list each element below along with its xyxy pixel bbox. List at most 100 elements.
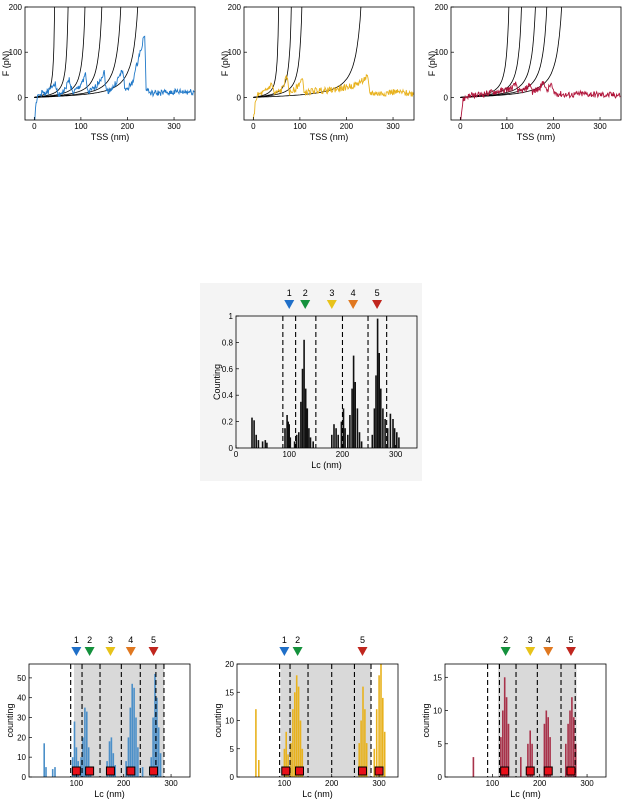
marker-triangle [372,300,383,309]
histogram-bar [529,730,531,777]
histogram-bar [131,683,133,777]
histogram-bar [545,710,548,777]
y-axis-label: Counting [212,364,222,400]
histogram-bar [384,419,386,448]
y-tick-label: 0 [438,773,443,782]
x-tick-label: 200 [121,122,135,131]
force-trace [34,35,195,120]
marker-number: 2 [303,288,308,298]
marker-triangle [525,647,536,656]
histogram-bar [365,743,368,777]
histogram-bar [398,437,400,448]
marker-triangle [300,300,311,309]
histogram-bar [264,440,267,448]
x-tick-label: 0 [32,122,37,131]
histogram-bar [159,753,162,777]
wlc-fit-curve [34,7,55,98]
histogram-bar [349,415,351,448]
y-tick-label: 0.6 [222,365,234,374]
histogram-bar [371,434,374,448]
y-tick-label: 0 [444,93,449,102]
histogram-bar [283,748,286,778]
histogram-bar [87,747,90,777]
histogram-bar [45,767,47,777]
marker-triangle [279,647,290,656]
histogram-bar [360,441,363,448]
wlc-fit-curve [460,7,510,98]
marker-number: 2 [87,635,92,645]
x-tick-label: 300 [389,450,403,459]
axes-frame [444,663,607,778]
marker-triangle [84,647,95,656]
y-tick-label: 0 [18,93,23,102]
x-axis-label: Lc (nm) [311,460,342,470]
marker-number: 5 [360,635,365,645]
histogram-bar [300,401,302,448]
histogram-bar [156,697,158,777]
peak-marker-square [566,766,576,776]
histogram-bar [112,753,115,777]
x-axis-label: Lc (nm) [94,789,125,799]
histogram-bar [157,727,160,777]
histogram-bar [110,737,113,777]
y-axis-label: F (pN) [427,51,437,77]
axes-frame [235,315,418,449]
force-trace [252,73,414,120]
histogram-bar [297,686,300,777]
histogram-bar [527,743,529,777]
marker-number: 5 [151,635,156,645]
y-tick-label: 40 [17,694,26,703]
marker-number: 3 [329,288,334,298]
histogram-bar [295,434,298,448]
histogram-bar [378,353,380,448]
histogram-bar [389,413,392,448]
wlc-fit-curve [253,7,303,98]
histogram-bar [565,743,567,777]
marker-number: 5 [375,288,380,298]
shaded-region [280,664,372,777]
peak-marker-square [105,766,115,776]
peak-marker-square [126,766,136,776]
y-axis-label: counting [5,703,15,737]
peak-marker-square [525,766,535,776]
marker-number: 4 [128,635,133,645]
peak-marker-square [357,766,367,776]
histogram-bar [258,760,260,777]
histogram-bar [295,675,298,777]
peak-marker-square [295,766,305,776]
histogram-bar [43,743,45,777]
histogram-bar [356,408,359,448]
histogram-bar [382,697,384,777]
peak-marker-square [500,766,510,776]
histogram-bar [358,432,361,448]
y-tick-label: 0 [229,444,234,453]
axes-frame [28,663,191,778]
x-tick-label: 0 [234,450,239,459]
histogram-bar [293,441,296,448]
histogram-bar [340,421,343,448]
histogram-bar [299,720,302,777]
histogram-bar [358,743,360,777]
histogram-bar [393,428,396,448]
histogram-bar [352,355,355,448]
histogram-bar [287,754,289,777]
x-tick-label: 300 [164,779,178,788]
x-axis-label: TSS (nm) [310,132,349,142]
y-tick-label: 100 [228,48,242,57]
x-tick-label: 300 [580,779,594,788]
histogram-bar [303,339,305,448]
histogram-bar [573,717,575,777]
axes-frame [24,6,196,121]
histogram-bar [261,441,264,448]
histogram-bar [386,428,389,448]
histogram-bar [380,388,382,448]
x-axis-label: TSS (nm) [91,132,130,142]
histogram-bar [292,709,294,777]
y-tick-label: 5 [438,740,443,749]
x-axis-label: TSS (nm) [517,132,556,142]
y-tick-label: 200 [228,3,242,12]
histogram-bar [383,731,386,777]
histogram-bar [380,664,382,777]
histogram-bar [547,717,549,777]
histogram-bar [396,432,398,448]
